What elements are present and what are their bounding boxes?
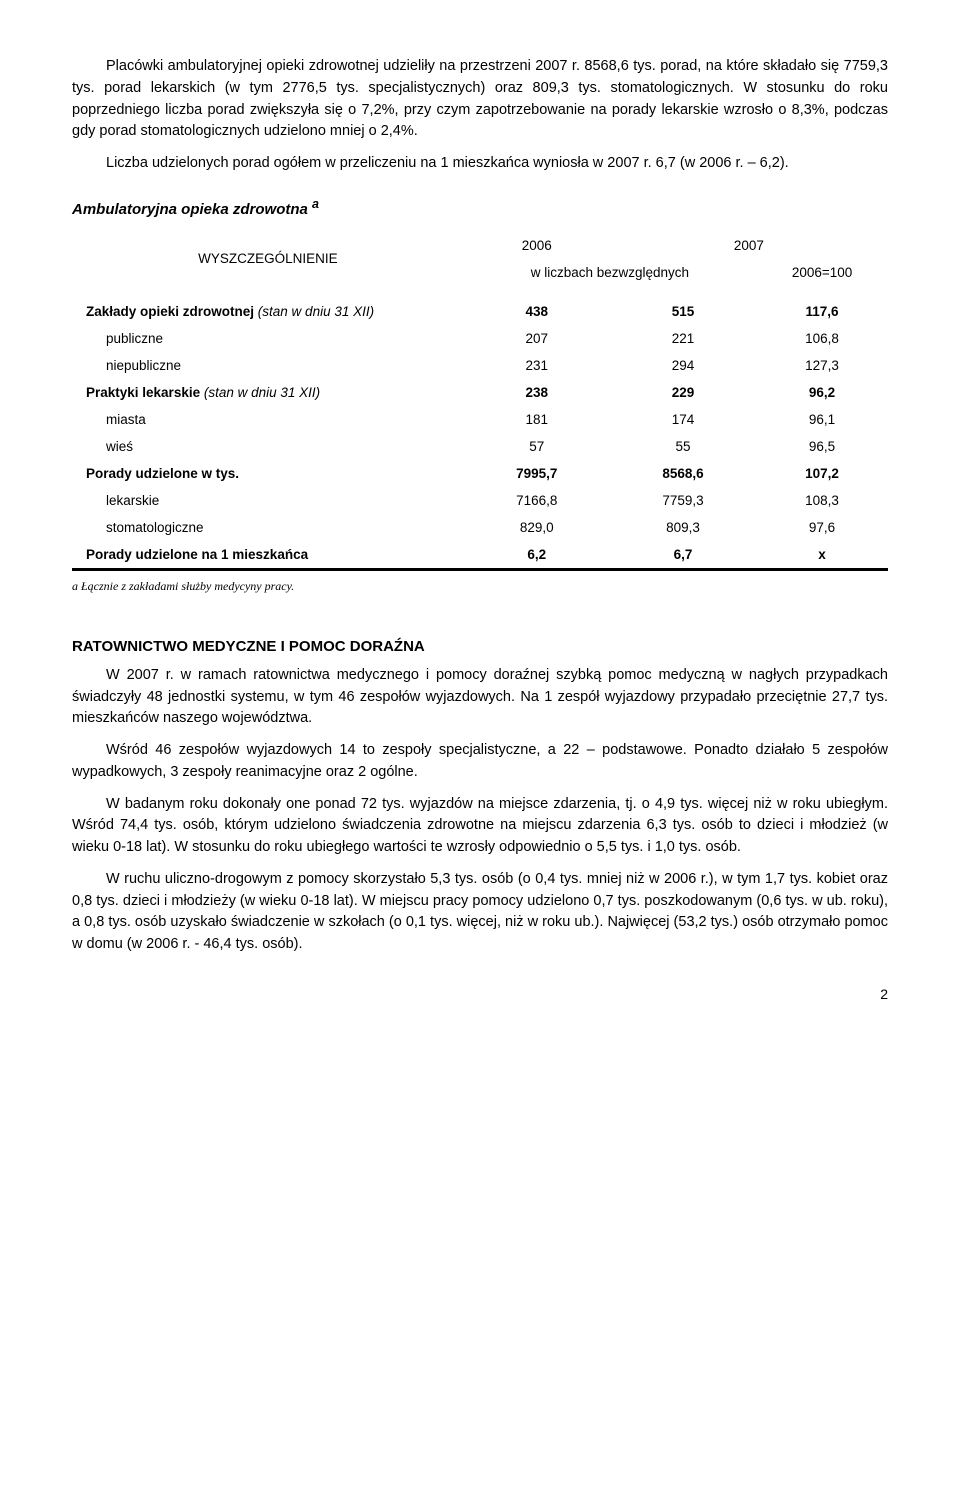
row-label: Praktyki lekarskie (stan w dniu 31 XII) — [72, 379, 464, 406]
row-label: niepubliczne — [72, 352, 464, 379]
table-row: stomatologiczne829,0809,397,6 — [72, 514, 888, 541]
row-value: 221 — [610, 325, 756, 352]
row-value: 117,6 — [756, 298, 888, 325]
intro-paragraph-1: Placówki ambulatoryjnej opieki zdrowotne… — [72, 56, 888, 143]
row-value: 106,8 — [756, 325, 888, 352]
table-title-text: Ambulatoryjna opieka zdrowotna — [72, 201, 312, 218]
section2-paragraph-2: Wśród 46 zespołów wyjazdowych 14 to zesp… — [72, 740, 888, 784]
header-sub-left: w liczbach bezwzględnych — [464, 259, 756, 286]
table-row: Praktyki lekarskie (stan w dniu 31 XII)2… — [72, 379, 888, 406]
row-label: Zakłady opieki zdrowotnej (stan w dniu 3… — [72, 298, 464, 325]
row-value: 8568,6 — [610, 460, 756, 487]
row-value: 97,6 — [756, 514, 888, 541]
row-label: Porady udzielone na 1 mieszkańca — [72, 541, 464, 570]
table-header-row-1: WYSZCZEGÓLNIENIE 2006 2007 — [72, 232, 888, 259]
table-row: wieś575596,5 — [72, 433, 888, 460]
header-wyszczegolnienie: WYSZCZEGÓLNIENIE — [72, 232, 464, 286]
row-value: 7759,3 — [610, 487, 756, 514]
table-row: Porady udzielone w tys.7995,78568,6107,2 — [72, 460, 888, 487]
row-label: miasta — [72, 406, 464, 433]
section2-paragraph-1: W 2007 r. w ramach ratownictwa medyczneg… — [72, 665, 888, 730]
section2-paragraph-3: W badanym roku dokonały one ponad 72 tys… — [72, 794, 888, 859]
row-value: 174 — [610, 406, 756, 433]
row-value: 181 — [464, 406, 610, 433]
section2-paragraph-4: W ruchu uliczno-drogowym z pomocy skorzy… — [72, 869, 888, 956]
row-label: stomatologiczne — [72, 514, 464, 541]
row-value: x — [756, 541, 888, 570]
table-row: publiczne207221106,8 — [72, 325, 888, 352]
row-value: 108,3 — [756, 487, 888, 514]
row-label: lekarskie — [72, 487, 464, 514]
row-value: 96,1 — [756, 406, 888, 433]
intro-paragraph-2: Liczba udzielonych porad ogółem w przeli… — [72, 153, 888, 175]
page-number: 2 — [72, 986, 888, 1002]
row-value: 207 — [464, 325, 610, 352]
row-value: 829,0 — [464, 514, 610, 541]
row-value: 107,2 — [756, 460, 888, 487]
row-value: 231 — [464, 352, 610, 379]
row-value: 6,7 — [610, 541, 756, 570]
row-value: 7166,8 — [464, 487, 610, 514]
data-table: WYSZCZEGÓLNIENIE 2006 2007 w liczbach be… — [72, 232, 888, 571]
row-value: 7995,7 — [464, 460, 610, 487]
row-label: Porady udzielone w tys. — [72, 460, 464, 487]
header-year-2007: 2007 — [610, 232, 888, 259]
row-value: 6,2 — [464, 541, 610, 570]
row-value: 229 — [610, 379, 756, 406]
table-row: lekarskie7166,87759,3108,3 — [72, 487, 888, 514]
row-value: 294 — [610, 352, 756, 379]
table-title-superscript: a — [312, 197, 319, 211]
row-value: 55 — [610, 433, 756, 460]
table-body: Zakłady opieki zdrowotnej (stan w dniu 3… — [72, 286, 888, 570]
row-label: publiczne — [72, 325, 464, 352]
row-value: 96,2 — [756, 379, 888, 406]
header-sub-right: 2006=100 — [756, 259, 888, 286]
row-value: 809,3 — [610, 514, 756, 541]
table-row: miasta18117496,1 — [72, 406, 888, 433]
table-section-title: Ambulatoryjna opieka zdrowotna a — [72, 197, 888, 218]
header-year-2006: 2006 — [464, 232, 610, 259]
row-value: 238 — [464, 379, 610, 406]
row-label: wieś — [72, 433, 464, 460]
row-value: 515 — [610, 298, 756, 325]
row-value: 438 — [464, 298, 610, 325]
section-2-title: RATOWNICTWO MEDYCZNE I POMOC DORAŹNA — [72, 638, 888, 655]
row-value: 96,5 — [756, 433, 888, 460]
table-row: Zakłady opieki zdrowotnej (stan w dniu 3… — [72, 298, 888, 325]
row-value: 127,3 — [756, 352, 888, 379]
table-row: Porady udzielone na 1 mieszkańca6,26,7x — [72, 541, 888, 570]
row-value: 57 — [464, 433, 610, 460]
table-footnote: a Łącznie z zakładami służby medycyny pr… — [72, 579, 888, 594]
table-row: niepubliczne231294127,3 — [72, 352, 888, 379]
